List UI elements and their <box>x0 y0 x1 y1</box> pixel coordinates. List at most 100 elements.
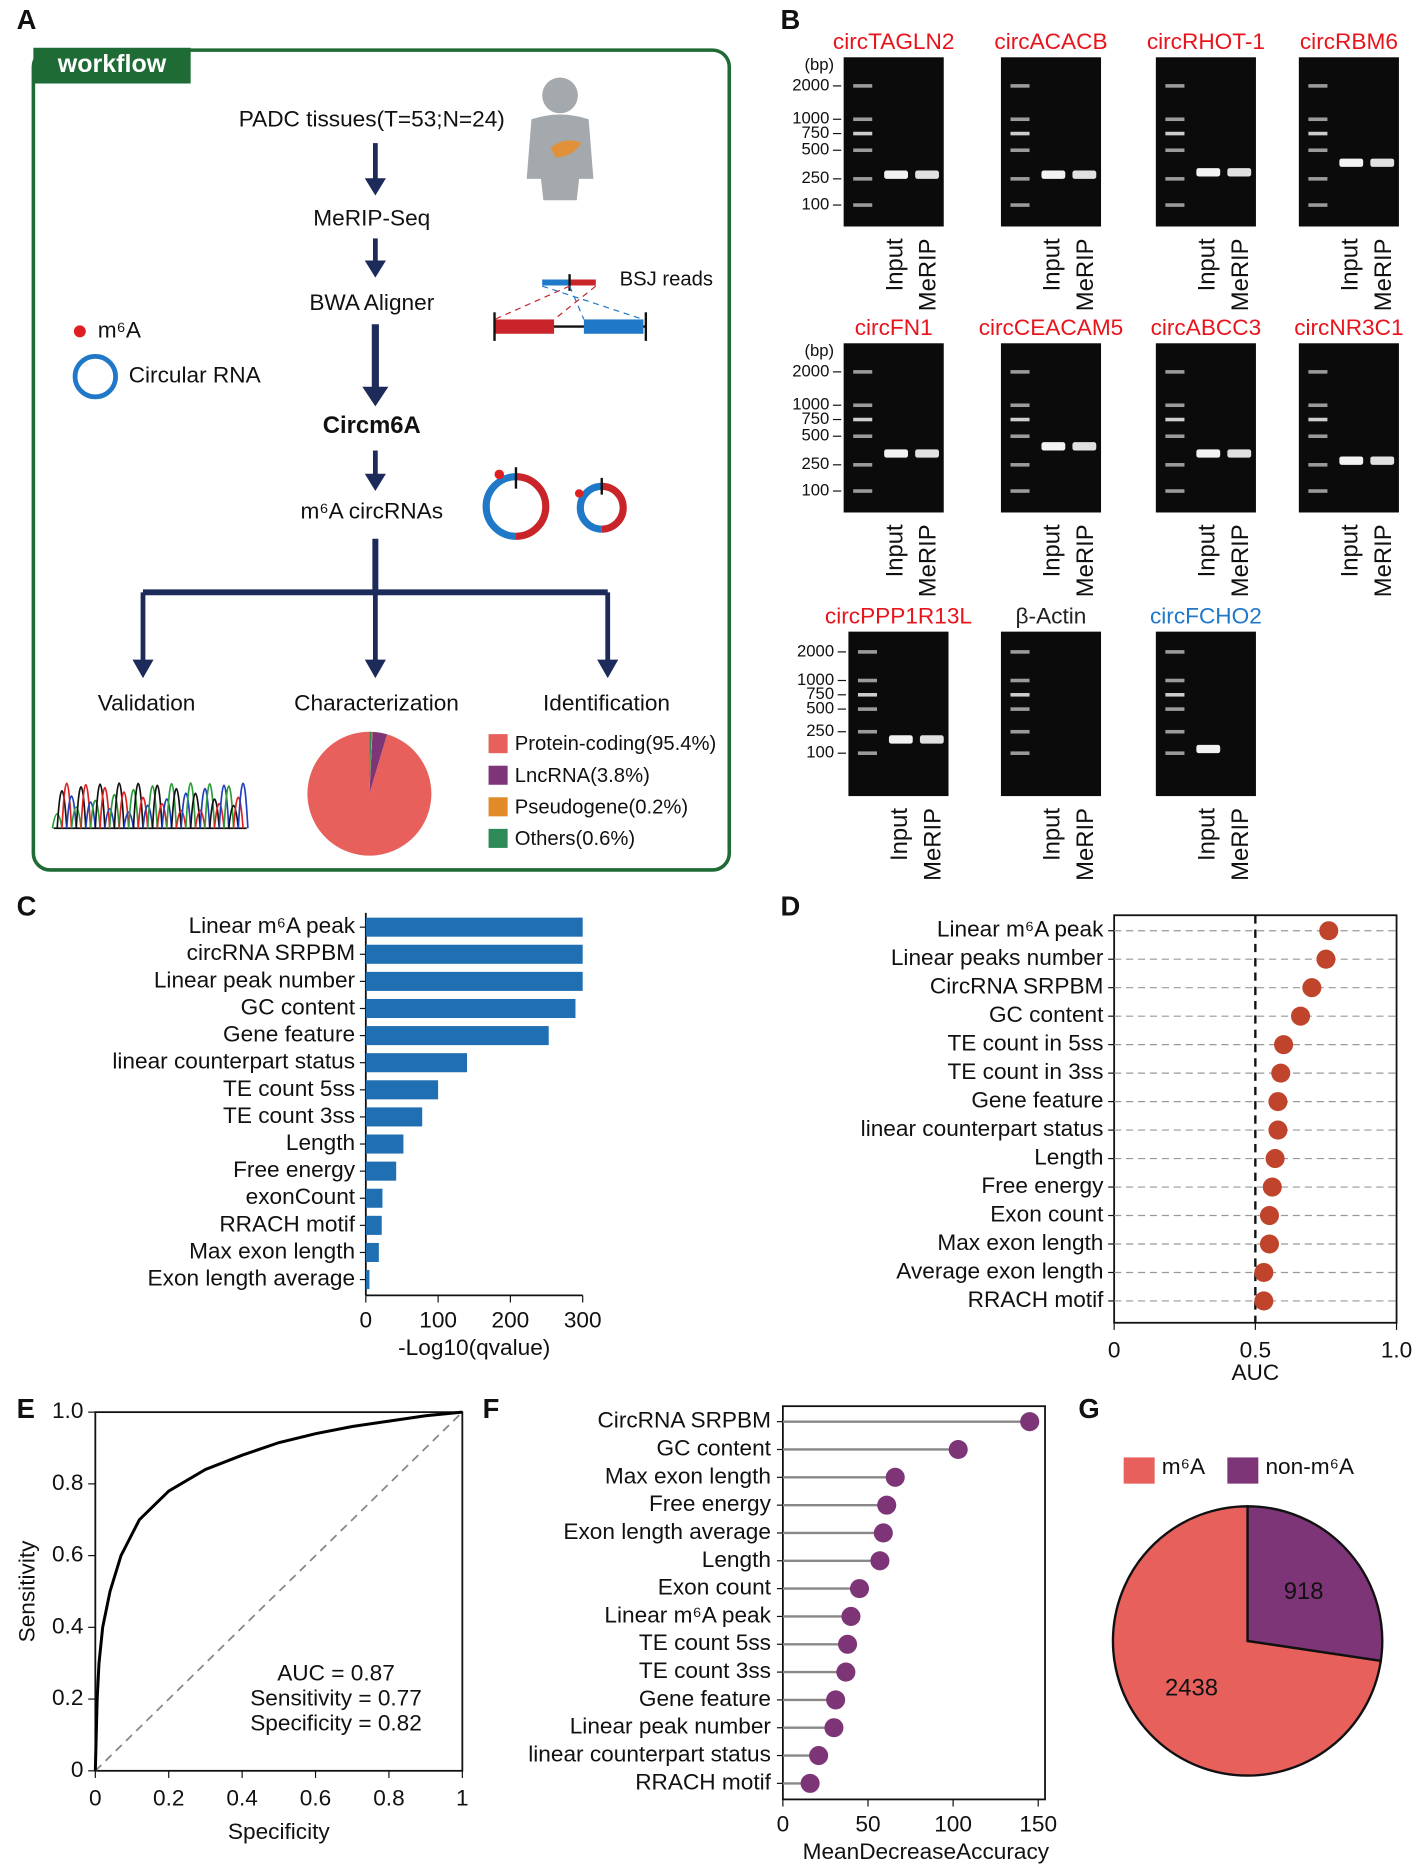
chromatogram-peak <box>213 803 225 829</box>
sample-band <box>915 170 939 179</box>
y-tick-label: circRNA SRPBM <box>187 940 355 965</box>
y-tick-label: Linear peaks number <box>891 945 1104 970</box>
chromatogram-peak <box>123 811 135 829</box>
branch-label: Identification <box>543 690 670 715</box>
ladder-band <box>1165 417 1185 422</box>
ladder-label: 100 <box>802 194 830 213</box>
bar <box>365 1026 549 1046</box>
lane-label: MeRIP <box>1072 524 1099 597</box>
y-tick-label: Length <box>286 1130 355 1155</box>
x-axis-label: -Log10(qvalue) <box>398 1335 550 1360</box>
y-tick-label: exonCount <box>246 1184 356 1209</box>
legend-swatch <box>488 828 508 848</box>
workflow-step: m⁶A circRNAs <box>300 498 443 523</box>
lane-label: MeRIP <box>1227 524 1254 597</box>
ladder-band <box>1010 203 1030 207</box>
y-tick-label: Exon length average <box>563 1519 771 1544</box>
m6a-dot-icon <box>73 325 86 338</box>
ladder-band <box>1165 693 1185 697</box>
x-tick-label: 300 <box>564 1308 602 1333</box>
y-tick-label: Max exon length <box>189 1238 355 1263</box>
chromatogram-peak <box>180 792 192 829</box>
lane-label: MeRIP <box>1227 808 1254 881</box>
dot <box>1259 1205 1280 1226</box>
chromatogram-peak <box>151 784 163 829</box>
lane-label: Input <box>1337 238 1364 291</box>
ladder-band <box>1165 678 1185 683</box>
lollipop-dot <box>873 1523 893 1543</box>
y-tick-label: Exon count <box>658 1575 772 1600</box>
bar <box>365 998 576 1019</box>
dot <box>1302 978 1322 998</box>
lane-label: Input <box>1194 524 1221 577</box>
pie-value-label: 2438 <box>1165 1675 1218 1702</box>
gel-image <box>1155 343 1256 513</box>
gel-title: circRBM6 <box>1300 29 1398 54</box>
lane-label: MeRIP <box>1227 238 1254 311</box>
y-tick-label: 1.0 <box>52 1398 83 1423</box>
circ-rna-icon <box>72 354 118 400</box>
ladder-label: 1000 <box>792 109 829 128</box>
ladder-label: 750 <box>806 684 834 703</box>
sample-band <box>919 735 944 744</box>
chromatogram-peak <box>175 809 187 829</box>
ladder-label: 250 <box>802 454 830 473</box>
ladder-label: 2000 <box>792 75 829 94</box>
ladder-band <box>1010 403 1030 408</box>
workflow-step: PADC tissues(T=53;N=24) <box>239 106 505 131</box>
chromatogram-peak <box>51 813 63 829</box>
chromatogram-peak <box>108 793 120 829</box>
chromatogram-peak <box>223 785 235 829</box>
gel-image <box>843 343 944 513</box>
y-tick-label: Free energy <box>981 1173 1104 1198</box>
ladder-band <box>1165 148 1185 153</box>
gel-title: circNR3C1 <box>1294 315 1403 340</box>
ladder-label: 500 <box>802 140 830 159</box>
bar <box>365 1107 423 1127</box>
lollipop-dot <box>849 1579 870 1599</box>
chromatogram-peak <box>118 791 130 829</box>
sample-band <box>1196 168 1221 177</box>
ladder-band <box>1308 203 1328 207</box>
gel-title: circRHOT-1 <box>1147 29 1265 54</box>
pie-value-label: 918 <box>1284 1578 1324 1605</box>
gel-image <box>1298 343 1399 513</box>
y-tick-label: Exon count <box>990 1202 1104 1227</box>
chromatogram-peak <box>165 782 178 829</box>
ladder-band <box>857 678 878 683</box>
panel-label: E <box>17 1393 35 1424</box>
panel-label: C <box>17 890 37 921</box>
y-tick-label: linear counterpart status <box>112 1049 355 1074</box>
ladder-label: 750 <box>802 409 830 428</box>
sample-band <box>1339 456 1364 465</box>
legend-label: m⁶A <box>1162 1454 1206 1479</box>
y-tick-label: Free energy <box>649 1491 772 1516</box>
y-axis-label: Sensitivity <box>15 1540 40 1643</box>
y-tick-label: Gene feature <box>971 1088 1103 1113</box>
x-tick-label: 0.5 <box>1240 1337 1271 1362</box>
y-tick-label: 0.8 <box>52 1470 83 1495</box>
y-tick-label: Linear peak number <box>570 1714 772 1739</box>
y-tick-label: TE count in 3ss <box>947 1059 1103 1084</box>
sample-band <box>915 449 939 458</box>
legend-label: Circular RNA <box>129 363 262 388</box>
x-tick-label: 1.0 <box>1381 1337 1412 1362</box>
pie-slice <box>369 731 372 794</box>
sample-band <box>1227 168 1252 177</box>
y-tick-label: RRACH motif <box>968 1287 1104 1312</box>
y-tick-label: CircRNA SRPBM <box>597 1408 770 1433</box>
y-tick-label: linear counterpart status <box>861 1116 1104 1141</box>
panel-label: B <box>780 4 800 35</box>
lollipop-dot <box>824 1718 844 1738</box>
lollipop-dot <box>836 1662 856 1682</box>
chromatogram-peak <box>84 801 97 829</box>
workflow-frame <box>31 48 732 872</box>
y-tick-label: Gene feature <box>639 1686 771 1711</box>
gel-title: circPPP1R13L <box>825 603 972 628</box>
x-tick-label: 50 <box>855 1812 880 1837</box>
y-tick-label: GC content <box>657 1435 772 1460</box>
legend-label: non-m⁶A <box>1265 1454 1354 1479</box>
bar <box>365 917 583 937</box>
chromatogram-peak <box>146 785 159 829</box>
legend-swatch <box>488 734 508 754</box>
